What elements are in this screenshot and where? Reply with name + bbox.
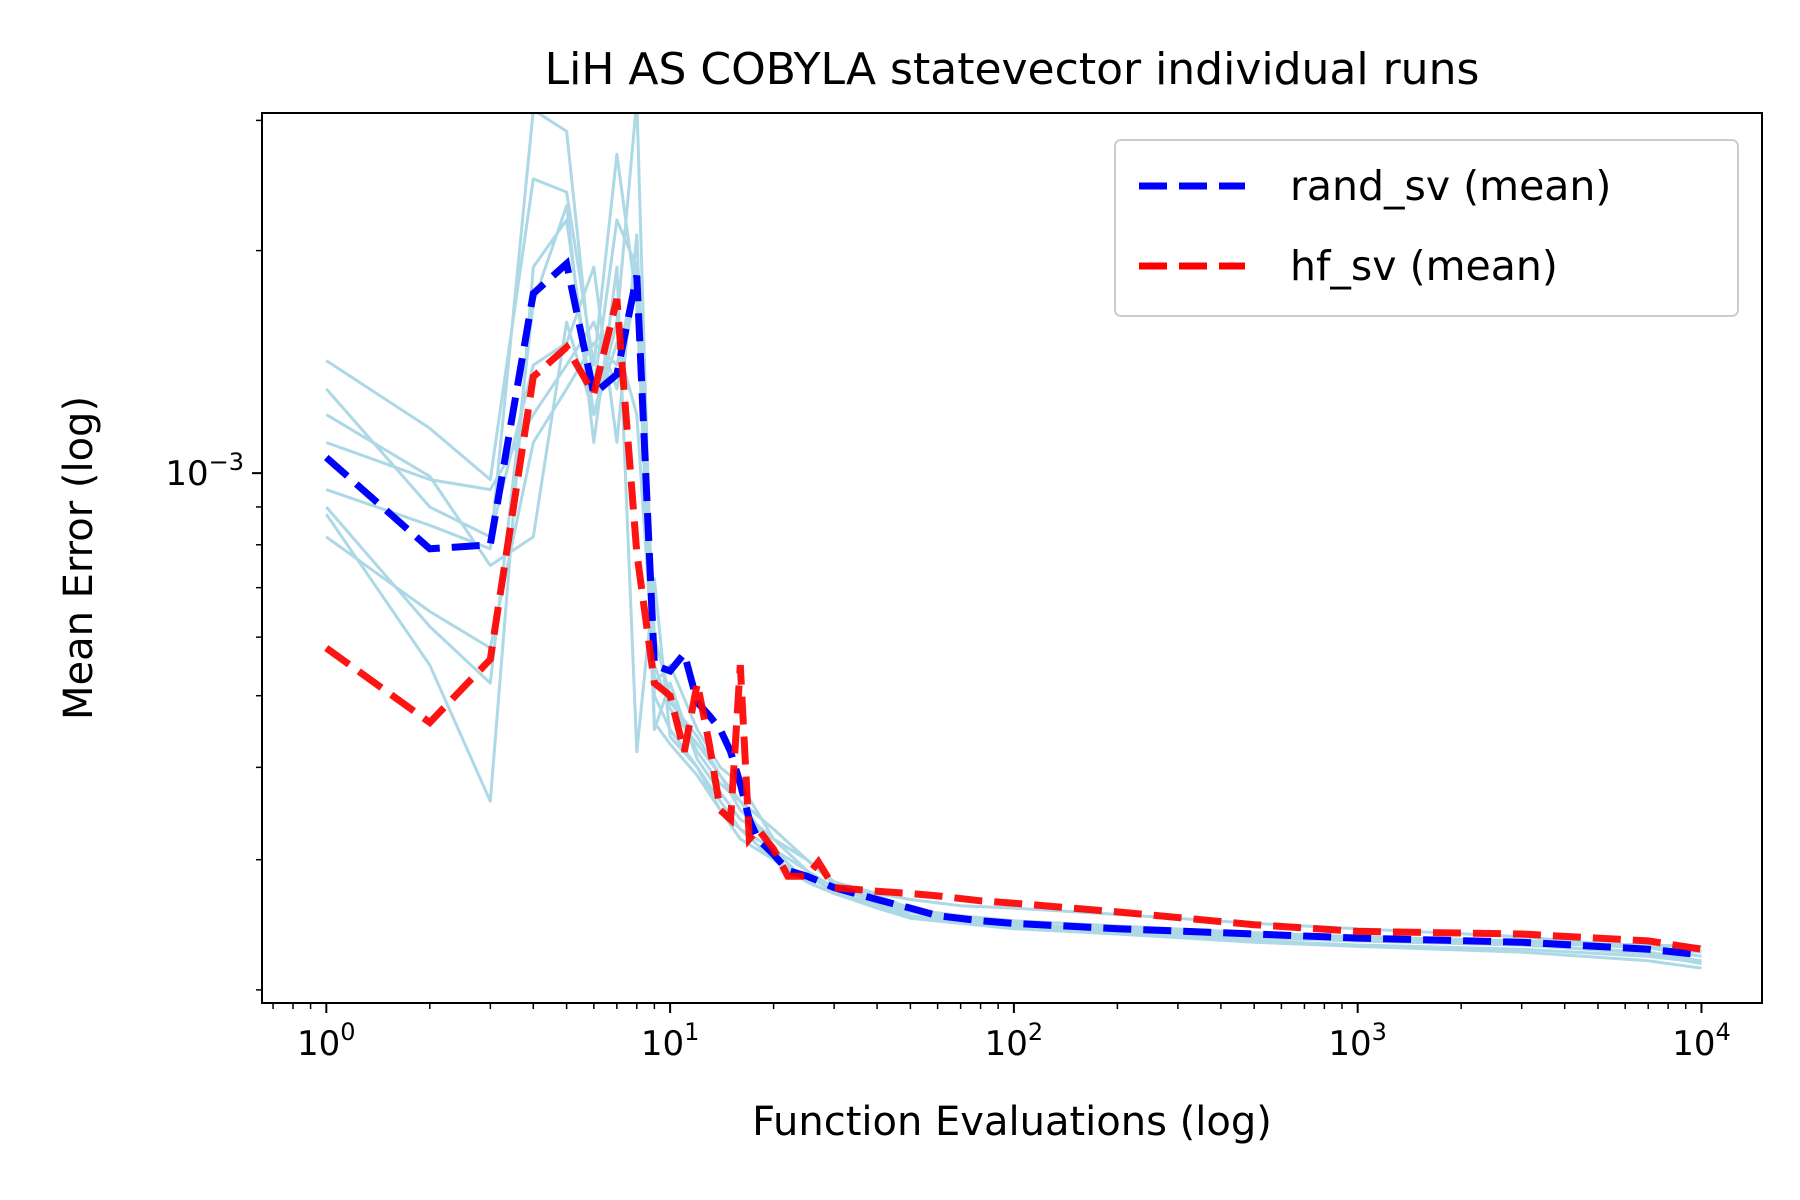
x-tick-label-exponent: 4 xyxy=(1715,1018,1730,1046)
legend: rand_sv (mean) hf_sv (mean) xyxy=(1114,139,1739,317)
legend-label-hf-sv: hf_sv (mean) xyxy=(1290,242,1558,290)
plot-frame xyxy=(261,112,1763,1004)
x-tick-label-exponent: 2 xyxy=(1028,1018,1043,1046)
x-tick-label: 100 xyxy=(297,1018,356,1064)
x-tick-label-base: 10 xyxy=(641,1024,684,1064)
x-tick-label: 103 xyxy=(1328,1018,1387,1064)
x-tick-label: 102 xyxy=(985,1018,1044,1064)
x-tick-label-base: 10 xyxy=(1328,1024,1371,1064)
y-axis-label: Mean Error (log) xyxy=(56,396,102,720)
x-tick-label-exponent: 3 xyxy=(1372,1018,1387,1046)
x-tick-label-base: 10 xyxy=(1672,1024,1715,1064)
y-tick-label: 10−3 xyxy=(165,448,244,494)
x-tick-label-base: 10 xyxy=(297,1024,340,1064)
x-tick-label-base: 10 xyxy=(985,1024,1028,1064)
x-tick-label-exponent: 0 xyxy=(340,1018,355,1046)
x-axis: 100 101 102 103 104 xyxy=(272,1003,1731,1064)
y-tick-label-base: 10 xyxy=(165,454,208,494)
x-tick-label-exponent: 1 xyxy=(684,1018,699,1046)
individual-run-line-1 xyxy=(325,152,1702,958)
individual-run-line-6 xyxy=(325,204,1702,964)
legend-label-rand-sv: rand_sv (mean) xyxy=(1290,162,1611,210)
x-tick-label: 104 xyxy=(1672,1018,1731,1064)
individual-run-line-8 xyxy=(325,265,1702,963)
series-line-hf-sv xyxy=(324,298,1703,953)
y-tick-label-exponent: −3 xyxy=(209,448,244,476)
chart-title: LiH AS COBYLA statevector individual run… xyxy=(545,44,1480,95)
mean-series xyxy=(323,257,1703,959)
x-axis-label: Function Evaluations (log) xyxy=(752,1099,1272,1145)
legend-box xyxy=(1114,139,1739,317)
x-tick-label: 101 xyxy=(641,1018,700,1064)
y-axis: 10−3 xyxy=(165,119,262,991)
